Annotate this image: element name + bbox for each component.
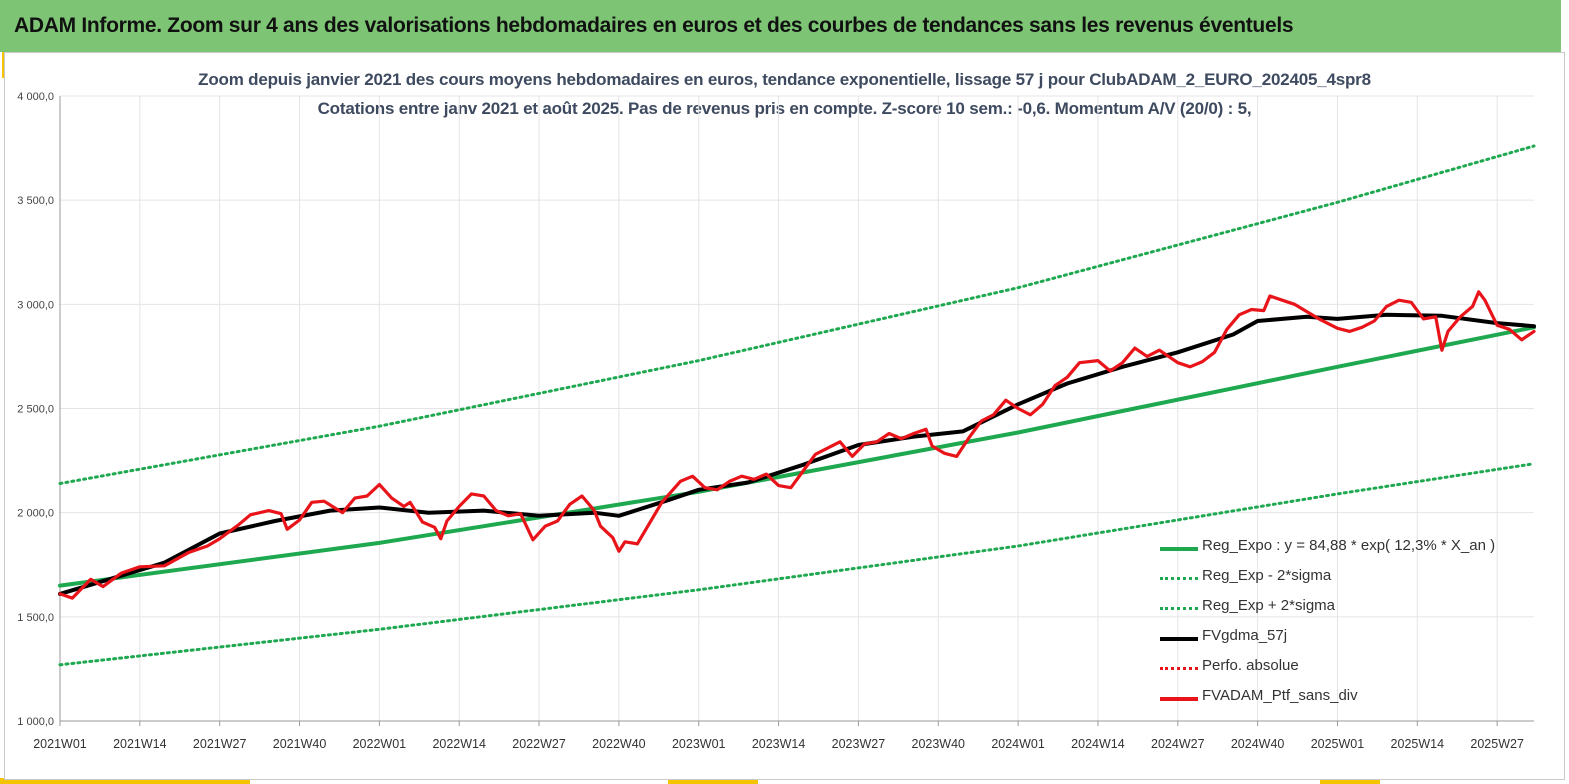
x-tick-label: 2022W01 bbox=[353, 737, 407, 751]
series-line-6 bbox=[58, 290, 1536, 600]
x-tick-label: 2025W14 bbox=[1391, 737, 1445, 751]
y-tick-label: 2 000,0 bbox=[17, 508, 54, 520]
series-line-4 bbox=[58, 312, 1536, 596]
y-tick-label: 3 500,0 bbox=[17, 195, 54, 207]
x-tick-label: 2024W27 bbox=[1151, 737, 1205, 751]
x-tick-label: 2024W01 bbox=[991, 737, 1045, 751]
series-line-3 bbox=[58, 144, 1536, 485]
x-tick-label: 2021W40 bbox=[273, 737, 327, 751]
x-tick-label: 2022W40 bbox=[592, 737, 646, 751]
report-title: ADAM Informe. Zoom sur 4 ans des valoris… bbox=[14, 14, 1294, 37]
accent-bar-bottom-right bbox=[1320, 780, 1380, 784]
y-tick-label: 2 500,0 bbox=[17, 404, 54, 416]
y-tick-label: 1 000,0 bbox=[17, 716, 54, 728]
x-tick-label: 2025W27 bbox=[1470, 737, 1524, 751]
legend-swatch bbox=[1160, 547, 1198, 551]
x-tick-label: 2022W27 bbox=[512, 737, 566, 751]
chart-frame bbox=[4, 52, 1565, 780]
legend-swatch bbox=[1160, 637, 1198, 641]
legend-swatch bbox=[1160, 577, 1198, 580]
x-tick-label: 2023W01 bbox=[672, 737, 726, 751]
legend-label: Reg_Exp - 2*sigma bbox=[1202, 567, 1332, 584]
y-tick-label: 1 500,0 bbox=[17, 612, 54, 624]
legend-swatch bbox=[1160, 607, 1198, 610]
legend-swatch bbox=[1160, 667, 1198, 670]
report-banner: ADAM Informe. Zoom sur 4 ans des valoris… bbox=[0, 0, 1565, 52]
accent-bar-bottom-left bbox=[0, 778, 250, 784]
x-tick-label: 2023W14 bbox=[752, 737, 806, 751]
legend-swatch bbox=[1160, 697, 1198, 701]
series-line-1 bbox=[58, 325, 1536, 588]
legend-label: Reg_Exp + 2*sigma bbox=[1202, 597, 1335, 614]
x-tick-label: 2025W01 bbox=[1311, 737, 1365, 751]
chart-title-line-1: Zoom depuis janvier 2021 des cours moyen… bbox=[198, 70, 1371, 89]
y-tick-label: 4 000,0 bbox=[17, 91, 54, 103]
x-tick-label: 2022W14 bbox=[432, 737, 486, 751]
x-tick-label: 2021W14 bbox=[113, 737, 167, 751]
legend-label: FVgdma_57j bbox=[1202, 627, 1288, 644]
x-tick-label: 2024W40 bbox=[1231, 737, 1285, 751]
accent-bar-bottom-mid bbox=[668, 780, 758, 784]
legend-label: Reg_Expo : y = 84,88 * exp( 12,3% * X_an… bbox=[1202, 537, 1496, 554]
x-tick-label: 2021W27 bbox=[193, 737, 247, 751]
x-tick-label: 2023W40 bbox=[912, 737, 966, 751]
x-tick-label: 2023W27 bbox=[832, 737, 886, 751]
x-tick-label: 2021W01 bbox=[33, 737, 87, 751]
y-tick-label: 3 000,0 bbox=[17, 299, 54, 311]
legend-label: FVADAM_Ptf_sans_div bbox=[1202, 687, 1358, 704]
series-line-2 bbox=[58, 462, 1536, 667]
legend-label: Perfo. absolue bbox=[1202, 657, 1299, 674]
x-tick-label: 2024W14 bbox=[1071, 737, 1125, 751]
